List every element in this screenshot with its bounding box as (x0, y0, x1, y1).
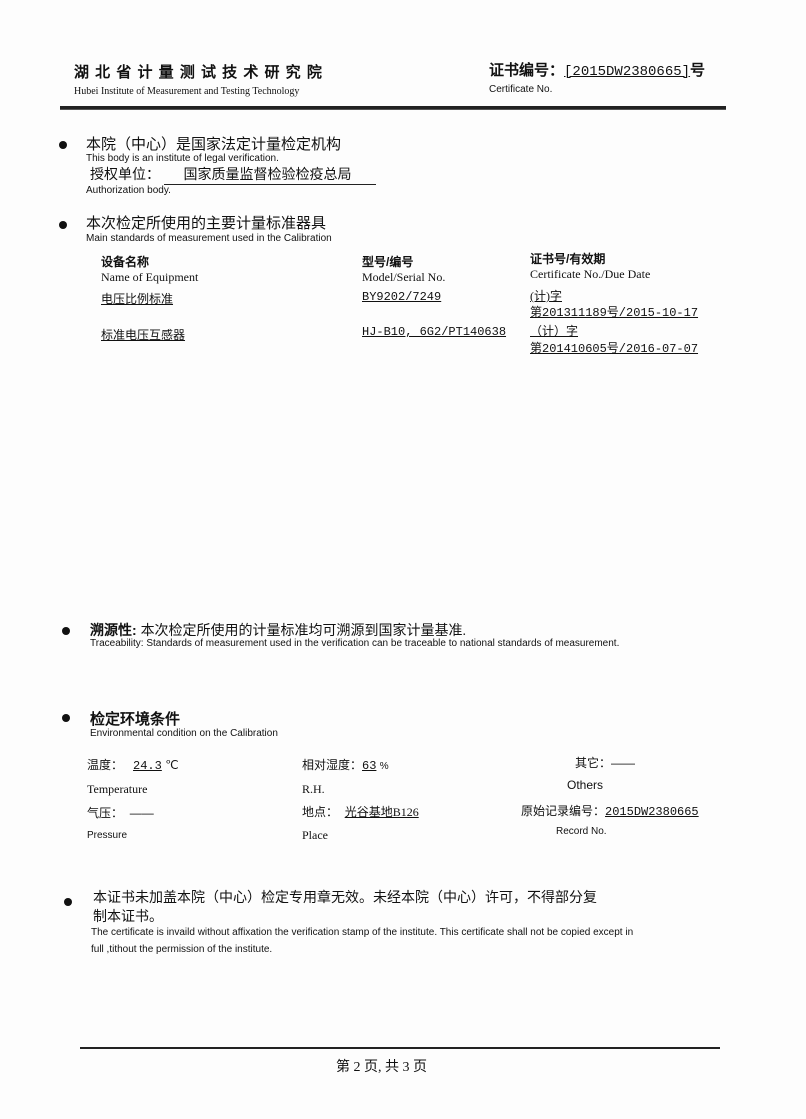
place-label: 地点： (302, 805, 339, 819)
equipment-model: BY9202/7249 (362, 290, 442, 304)
environment-title: 检定环境条件 (90, 711, 181, 728)
pressure-value: —— (129, 806, 154, 820)
bullet-icon (59, 221, 67, 229)
temperature-unit: ℃ (165, 758, 179, 772)
others-label-en: Others (567, 778, 604, 792)
standards-title: 本次检定所使用的主要计量标准器具 (86, 215, 327, 232)
bullet-icon (64, 898, 72, 906)
humidity-label-en: R.H. (302, 782, 325, 796)
traceability-label: 溯源性: (90, 622, 137, 638)
footer-divider (80, 1047, 720, 1049)
temperature-label-en: Temperature (87, 782, 148, 796)
authorization-row: 授权单位： 国家质量监督检验检疫总局 (90, 164, 376, 185)
traceability-row: 溯源性: 本次检定所使用的计量标准均可溯源到国家计量基准. (90, 620, 466, 640)
humidity-field: 相对湿度：63 % (302, 756, 389, 773)
temperature-field: 温度： 24.3 ℃ (87, 756, 179, 773)
col-header-model-en: Model/Serial No. (362, 270, 446, 284)
equipment-cert-line2: 第201410605号/2016-07-07 (530, 342, 699, 356)
auth-value: 国家质量监督检验检疫总局 (163, 164, 376, 185)
notice-en-line1: The certificate is invaild without affix… (91, 927, 634, 938)
others-value: —— (611, 756, 636, 770)
legal-title-en: This body is an institute of legal verif… (86, 153, 279, 164)
record-label-en: Record No. (556, 826, 607, 837)
equipment-name: 标准电压互感器 (101, 328, 186, 342)
equipment-cert-line2: 第201311189号/2015-10-17 (530, 306, 699, 320)
cert-suffix: 号 (690, 62, 706, 79)
header-divider (60, 106, 726, 110)
bullet-icon (62, 627, 70, 635)
standards-title-en: Main standards of measurement used in th… (86, 233, 332, 244)
bullet-icon (62, 714, 70, 722)
humidity-unit: % (379, 761, 389, 772)
environment-title-en: Environmental condition on the Calibrati… (90, 728, 278, 739)
pressure-field: 气压： —— (87, 804, 154, 821)
temperature-label: 温度： (87, 758, 124, 772)
traceability-text: 本次检定所使用的计量标准均可溯源到国家计量基准. (140, 624, 467, 639)
equipment-model: HJ-B10, 6G2/PT140638 (362, 325, 507, 339)
cert-value: [2015DW2380665] (564, 64, 691, 80)
equipment-name: 电压比例标准 (101, 292, 174, 306)
cert-label: 证书编号： (489, 62, 565, 79)
record-field: 原始记录编号：2015DW2380665 (521, 802, 699, 819)
others-field: 其它：—— (575, 754, 635, 771)
certificate-number: 证书编号：[2015DW2380665]号 (489, 59, 705, 80)
equipment-cert-line1: （计）字 (530, 324, 579, 338)
notice-en-line2: full ,tithout the permission of the inst… (91, 944, 273, 955)
others-label: 其它： (575, 756, 612, 770)
temperature-value: 24.3 (133, 759, 162, 773)
humidity-label: 相对湿度： (302, 758, 363, 772)
traceability-text-en: Traceability: Standards of measurement u… (90, 638, 620, 649)
equipment-cert-line1: (计)字 (530, 289, 562, 303)
record-value: 2015DW2380665 (605, 805, 699, 819)
page-number: 第 2 页, 共 3 页 (336, 1060, 427, 1075)
legal-title: 本院（中心）是国家法定计量检定机构 (86, 136, 342, 153)
col-header-cert-en: Certificate No./Due Date (530, 267, 651, 281)
pressure-label-en: Pressure (87, 830, 128, 841)
place-field: 地点： 光谷基地B126 (302, 803, 419, 820)
pressure-label: 气压： (87, 806, 124, 820)
col-header-cert: 证书号/有效期 (530, 252, 606, 266)
humidity-value: 63 (362, 759, 377, 773)
place-value: 光谷基地B126 (344, 805, 419, 819)
institute-name-en: Hubei Institute of Measurement and Testi… (74, 86, 300, 97)
institute-name-cn: 湖 北 省 计 量 测 试 技 术 研 究 院 (74, 64, 323, 81)
notice-line1: 本证书未加盖本院（中心）检定专用章无效。未经本院（中心）许可，不得部分复 (93, 891, 597, 906)
place-label-en: Place (302, 828, 328, 842)
col-header-name-en: Name of Equipment (101, 270, 199, 284)
record-label: 原始记录编号： (521, 804, 606, 818)
cert-label-en: Certificate No. (489, 84, 553, 95)
auth-label: 授权单位： (90, 168, 160, 183)
auth-label-en: Authorization body. (86, 185, 171, 196)
notice-line2: 制本证书。 (93, 910, 163, 925)
bullet-icon (59, 141, 67, 149)
col-header-name: 设备名称 (101, 255, 150, 269)
col-header-model: 型号/编号 (362, 255, 414, 269)
